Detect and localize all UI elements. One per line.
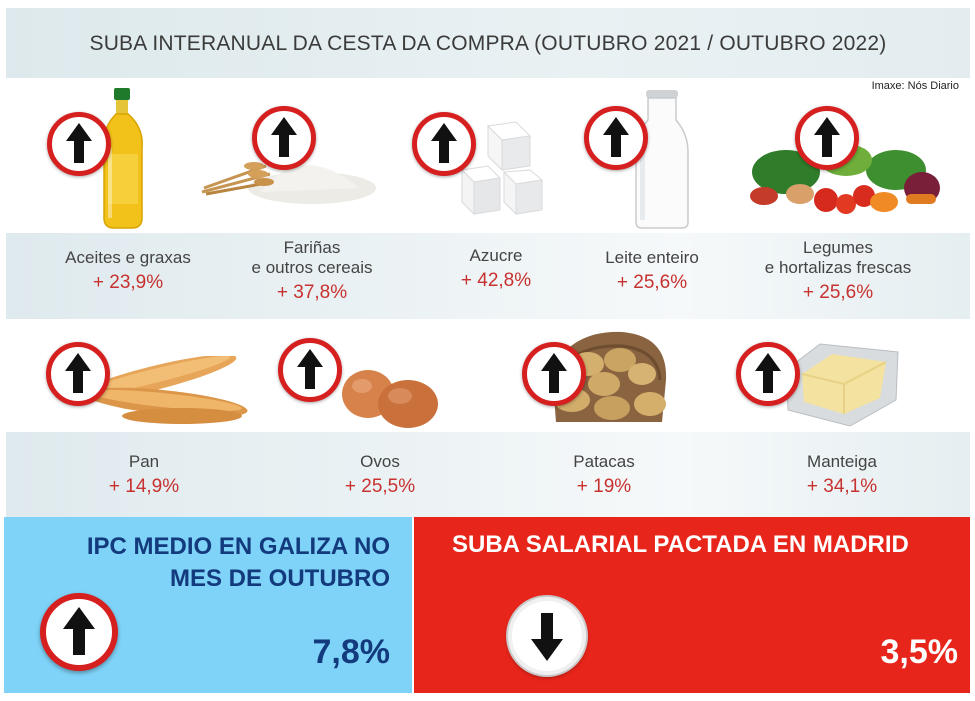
up-arrow-icon: [46, 342, 110, 406]
row2-label-band: [6, 432, 970, 518]
item-leite: Leite enteiro + 25,6%: [562, 248, 742, 294]
item-label: Aceites e graxas: [65, 248, 191, 267]
item-change: + 25,6%: [802, 282, 874, 303]
item-legumes: Legumes e hortalizas frescas + 25,6%: [738, 238, 938, 304]
item-manteiga: Manteiga + 34,1%: [752, 452, 932, 498]
sugar-cubes-image: [460, 121, 544, 216]
item-aceites: Aceites e graxas + 23,9%: [38, 248, 218, 294]
salary-panel: SUBA SALARIAL PACTADA EN MADRID 3,5%: [414, 517, 970, 693]
ipc-title: IPC MEDIO EN GALIZA NO MES DE OUTUBRO: [30, 531, 390, 595]
up-arrow-icon: [795, 106, 859, 170]
butter-image: [785, 343, 899, 427]
up-arrow-icon: [584, 106, 648, 170]
item-farinas: Fariñas e outros cereais + 37,8%: [222, 238, 402, 304]
page-title: SUBA INTERANUAL DA CESTA DA COMPRA (OUTU…: [89, 32, 887, 55]
row1-label-band: [6, 233, 970, 319]
item-change: + 25,6%: [616, 272, 688, 293]
bread-image: [69, 356, 248, 424]
item-change: + 14,9%: [108, 476, 180, 497]
ipc-value: 7,8%: [312, 633, 391, 671]
ipc-title-line2: MES DE OUTUBRO: [169, 565, 390, 592]
down-arrow-icon: [508, 597, 586, 675]
item-label: Leite enteiro: [605, 248, 699, 267]
item-patacas: Patacas + 19%: [514, 452, 694, 498]
item-label: Pan: [128, 452, 160, 471]
item-label: Legumes: [803, 238, 873, 257]
item-label: Azucre: [469, 246, 523, 265]
up-arrow-icon: [412, 112, 476, 176]
item-label: Fariñas: [283, 238, 341, 257]
item-label-line2: e hortalizas frescas: [764, 258, 912, 277]
item-azucre: Azucre + 42,8%: [406, 246, 586, 292]
up-arrow-icon: [252, 106, 316, 170]
item-ovos: Ovos + 25,5%: [290, 452, 470, 498]
milk-bottle-image: [635, 90, 689, 229]
item-label: Patacas: [573, 452, 635, 471]
item-change: + 19%: [576, 476, 632, 497]
salary-title: SUBA SALARIAL PACTADA EN MADRID: [452, 531, 909, 558]
up-arrow-icon: [278, 338, 342, 402]
item-label: Ovos: [360, 452, 400, 471]
up-arrow-icon: [522, 342, 586, 406]
title-bar: SUBA INTERANUAL DA CESTA DA COMPRA (OUTU…: [6, 8, 970, 78]
ipc-panel: IPC MEDIO EN GALIZA NO MES DE OUTUBRO 7,…: [4, 517, 412, 693]
item-change: + 34,1%: [806, 476, 878, 497]
item-pan: Pan + 14,9%: [54, 452, 234, 498]
item-change: + 37,8%: [276, 282, 348, 303]
flour-wheat-image: [201, 162, 376, 204]
salary-value: 3,5%: [880, 633, 959, 671]
item-change: + 42,8%: [460, 270, 532, 291]
up-arrow-icon: [40, 593, 118, 671]
item-label-line2: e outros cereais: [251, 258, 373, 277]
up-arrow-icon: [736, 342, 800, 406]
potatoes-image: [552, 331, 667, 422]
eggs-image: [342, 370, 438, 428]
item-change: + 23,9%: [92, 272, 164, 293]
image-credit: Imaxe: Nós Diario: [871, 80, 959, 92]
item-change: + 25,5%: [344, 476, 416, 497]
item-label: Manteiga: [807, 452, 877, 471]
ipc-title-line1: IPC MEDIO EN GALIZA NO: [86, 533, 390, 560]
up-arrow-icon: [47, 112, 111, 176]
